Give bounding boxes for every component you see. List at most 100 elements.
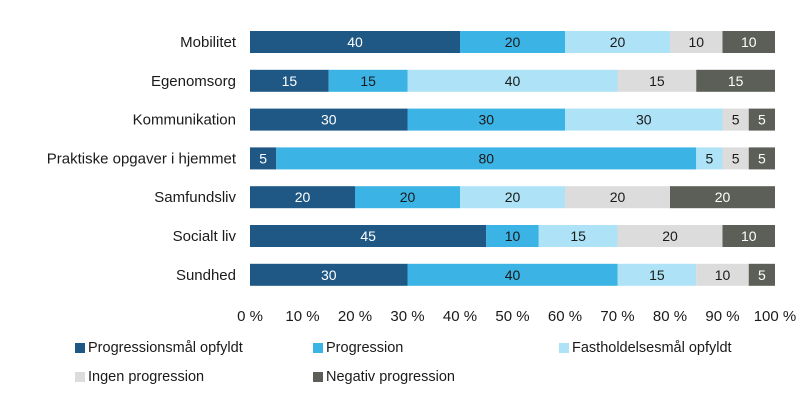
data-label: 30 [321,112,337,128]
bar-segment [722,108,749,131]
bar-segment [250,147,277,170]
bar-segment [250,263,408,286]
category-label: Samfundsliv [154,189,236,206]
data-label: 15 [360,73,376,89]
data-label: 20 [295,189,311,205]
legend-swatch [313,372,323,382]
legend-swatch [313,343,323,353]
x-tick-label: 70 % [600,308,634,325]
data-label: 10 [688,34,704,50]
data-label: 40 [505,73,521,89]
x-tick-label: 20 % [338,308,372,325]
x-tick-label: 90 % [705,308,739,325]
bar-segment [565,108,723,131]
data-label: 30 [636,112,652,128]
bar-segment [565,186,670,209]
legend-swatch [75,343,85,353]
data-label: 15 [649,73,665,89]
data-label: 10 [741,228,757,244]
data-label: 15 [570,228,586,244]
bar-segment [250,31,460,53]
bar-segment [617,69,697,92]
x-tick-label: 40 % [443,308,477,325]
bar-segment [696,69,775,92]
legend-label: Progressionsmål opfyldt [88,340,243,356]
data-label: 5 [732,150,740,166]
data-label: 20 [505,34,521,50]
bar-segment [276,147,697,170]
data-label: 15 [728,73,744,89]
x-tick-label: 80 % [653,308,687,325]
bar-segment [748,263,775,286]
bar-segment [407,69,618,92]
legend-label: Ingen progression [88,369,204,385]
data-label: 5 [259,150,267,166]
bar-segment [722,225,775,247]
legend-label: Fastholdelsesmål opfyldt [572,340,732,356]
bar-segment [460,186,565,209]
x-tick-label: 10 % [285,308,319,325]
bar-segment [538,225,618,247]
data-label: 20 [715,189,731,205]
bar-segment [407,263,618,286]
category-label: Mobilitet [180,34,237,51]
legend-label: Progression [326,340,403,356]
data-label: 20 [505,189,521,205]
data-label: 20 [400,189,416,205]
bar-segment [748,147,775,170]
bar-segment [250,69,329,92]
data-label: 10 [741,34,757,50]
data-label: 5 [705,150,713,166]
legend-label: Negativ progression [326,369,455,385]
data-label: 40 [505,267,521,283]
bar-segment [696,263,749,286]
bar-segment [486,225,539,247]
bar-segment [250,108,408,131]
bar-segment [617,263,697,286]
data-label: 5 [758,267,766,283]
bar-segment [696,147,723,170]
category-label: Egenomsorg [151,73,236,90]
data-label: 15 [649,267,665,283]
data-label: 10 [505,228,521,244]
bar-segment [670,186,775,209]
data-label: 30 [321,267,337,283]
data-label: 5 [758,112,766,128]
data-label: 80 [478,150,494,166]
data-label: 10 [715,267,731,283]
bar-segment [407,108,565,131]
data-label: 20 [610,34,626,50]
category-label: Kommunikation [133,112,236,129]
category-label: Praktiske opgaver i hjemmet [47,150,237,167]
legend-swatch [75,372,85,382]
category-label: Sundhed [176,267,236,284]
bar-segment [565,31,670,53]
data-label: 5 [732,112,740,128]
bar-segment [748,108,775,131]
x-tick-label: 100 % [754,308,797,325]
data-label: 30 [478,112,494,128]
data-label: 20 [662,228,678,244]
bar-segment [722,31,775,53]
x-tick-label: 0 % [237,308,263,325]
bar-segment [722,147,749,170]
legend-swatch [559,343,569,353]
data-label: 20 [610,189,626,205]
data-label: 40 [347,34,363,50]
x-tick-label: 50 % [495,308,529,325]
bar-segment [250,186,355,209]
category-label: Socialt liv [173,228,237,245]
data-label: 45 [360,228,376,244]
bar-segment [670,31,723,53]
data-label: 5 [758,150,766,166]
bar-segment [250,225,487,247]
bar-segment [460,31,565,53]
bar-segment [355,186,460,209]
data-label: 15 [282,73,298,89]
x-tick-label: 60 % [548,308,582,325]
bar-segment [328,69,408,92]
x-tick-label: 30 % [390,308,424,325]
bar-segment [617,225,723,247]
